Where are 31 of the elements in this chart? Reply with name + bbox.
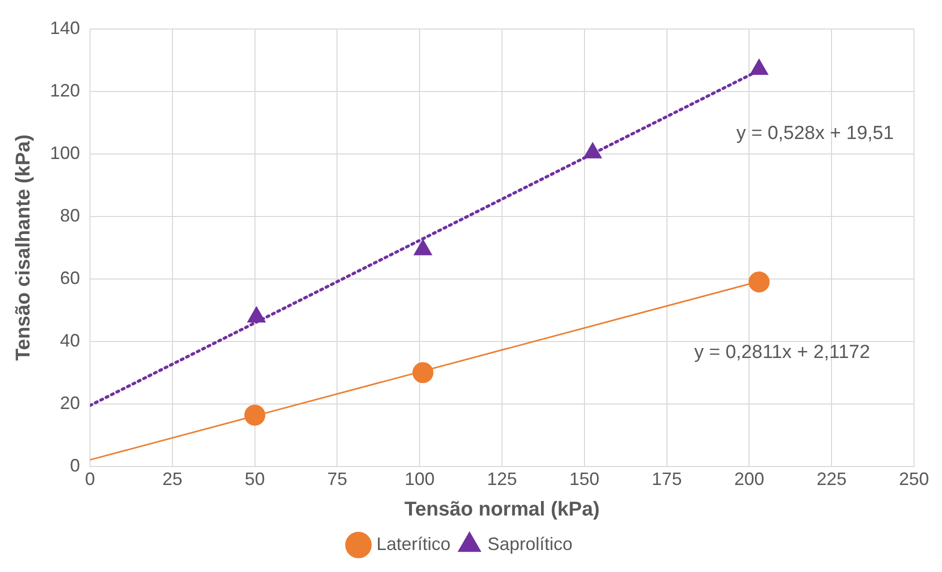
point bbox=[414, 239, 432, 256]
legend-label: Saprolítico bbox=[488, 534, 573, 554]
x-tick-label: 0 bbox=[85, 469, 96, 490]
x-tick-label: 25 bbox=[162, 469, 182, 490]
annotation: y = 0,528x + 19,51 bbox=[736, 123, 894, 144]
x-tick-label: 50 bbox=[244, 469, 265, 490]
y-tick-label: 120 bbox=[50, 80, 80, 100]
y-axis-title: Tensão cisalhante (kPa) bbox=[12, 134, 35, 361]
point bbox=[750, 58, 768, 75]
point bbox=[748, 271, 770, 292]
x-tick-label: 200 bbox=[734, 469, 764, 490]
x-tick-label: 75 bbox=[327, 469, 348, 490]
y-tick-label: 60 bbox=[60, 268, 80, 288]
point bbox=[583, 142, 602, 158]
y-tick-label: 40 bbox=[60, 330, 80, 350]
annotation: y = 0,2811x + 2,1172 bbox=[694, 342, 870, 363]
x-tick-label: 250 bbox=[898, 469, 930, 490]
point bbox=[244, 404, 266, 426]
y-tick-label: 0 bbox=[70, 455, 80, 476]
x-tick-label: 125 bbox=[486, 469, 518, 490]
x-axis-title: Tensão normal (kPa) bbox=[404, 498, 600, 521]
point bbox=[412, 362, 434, 384]
y-tick-label: 100 bbox=[50, 142, 80, 163]
y-tick-label: 80 bbox=[60, 205, 80, 226]
x-tick-label: 100 bbox=[404, 469, 435, 490]
x-tick-label: 175 bbox=[652, 469, 682, 490]
legend-label: Laterítico bbox=[376, 534, 451, 554]
x-tick-label: 150 bbox=[569, 469, 600, 490]
y-tick-label: 20 bbox=[60, 392, 80, 413]
y-tick-label: 140 bbox=[50, 18, 80, 38]
x-tick-label: 225 bbox=[816, 469, 847, 490]
